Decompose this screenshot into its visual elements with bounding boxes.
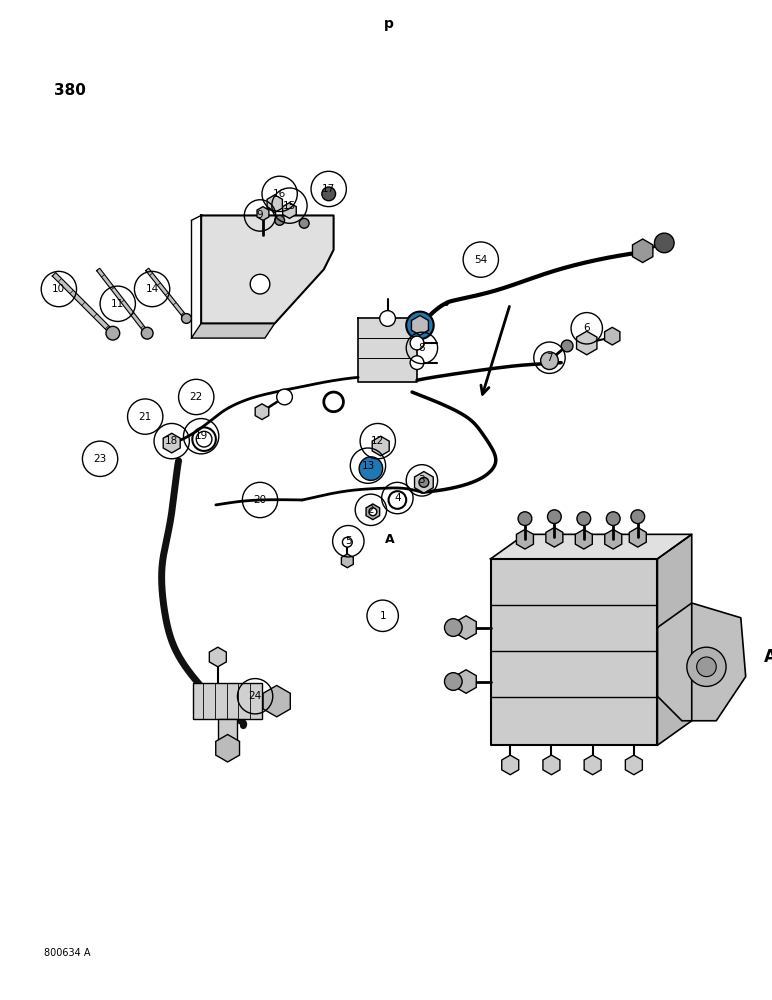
Circle shape	[300, 218, 309, 228]
Circle shape	[547, 510, 561, 524]
Circle shape	[276, 389, 293, 405]
Polygon shape	[215, 735, 239, 762]
Polygon shape	[516, 529, 533, 549]
Text: 17: 17	[322, 184, 335, 194]
Text: 18: 18	[165, 436, 178, 446]
Circle shape	[655, 233, 674, 253]
Text: 22: 22	[190, 392, 203, 402]
Text: 6: 6	[584, 323, 590, 333]
Circle shape	[577, 512, 591, 526]
Text: 3: 3	[418, 475, 425, 485]
Polygon shape	[267, 195, 283, 213]
Text: 15: 15	[283, 201, 296, 211]
Polygon shape	[543, 755, 560, 775]
Circle shape	[181, 314, 191, 323]
Polygon shape	[658, 603, 746, 721]
Circle shape	[343, 537, 352, 547]
Circle shape	[445, 673, 462, 690]
Text: 14: 14	[145, 284, 159, 294]
Circle shape	[445, 619, 462, 636]
Polygon shape	[575, 529, 592, 549]
Polygon shape	[372, 436, 389, 456]
Polygon shape	[584, 755, 601, 775]
Text: 11: 11	[111, 299, 124, 309]
Text: 20: 20	[253, 495, 266, 505]
Circle shape	[696, 657, 716, 677]
Polygon shape	[546, 527, 563, 547]
Text: 1: 1	[379, 611, 386, 621]
Polygon shape	[604, 327, 620, 345]
Polygon shape	[658, 534, 692, 745]
Polygon shape	[341, 554, 354, 568]
Text: 13: 13	[361, 461, 374, 471]
Polygon shape	[257, 207, 269, 220]
Circle shape	[369, 508, 377, 516]
Circle shape	[561, 340, 573, 352]
Text: 12: 12	[371, 436, 384, 446]
Text: 8: 8	[418, 343, 425, 353]
Polygon shape	[490, 534, 692, 559]
Polygon shape	[411, 316, 428, 335]
Text: 4: 4	[394, 493, 401, 503]
Circle shape	[380, 311, 395, 326]
Text: 380: 380	[54, 83, 86, 98]
Text: 9: 9	[257, 210, 263, 220]
Text: 19: 19	[195, 431, 208, 441]
Polygon shape	[201, 215, 334, 323]
Polygon shape	[283, 203, 296, 218]
Circle shape	[275, 215, 285, 225]
Circle shape	[406, 312, 434, 339]
Text: 2: 2	[367, 505, 374, 515]
Polygon shape	[256, 404, 269, 420]
Polygon shape	[604, 529, 621, 549]
Circle shape	[410, 356, 424, 370]
Text: 54: 54	[474, 255, 487, 265]
Text: 5: 5	[345, 536, 351, 546]
Circle shape	[196, 431, 212, 447]
Polygon shape	[415, 472, 433, 493]
Text: 16: 16	[273, 189, 286, 199]
Circle shape	[322, 187, 336, 201]
Circle shape	[359, 457, 383, 480]
Polygon shape	[209, 647, 226, 667]
Text: A: A	[764, 648, 772, 666]
Polygon shape	[632, 239, 653, 263]
Circle shape	[250, 274, 270, 294]
Polygon shape	[96, 268, 149, 334]
Circle shape	[410, 336, 424, 350]
Circle shape	[106, 326, 120, 340]
Text: A: A	[384, 533, 394, 546]
Polygon shape	[629, 527, 646, 547]
Text: 24: 24	[249, 691, 262, 701]
Circle shape	[540, 352, 558, 370]
Polygon shape	[263, 685, 290, 717]
Polygon shape	[146, 268, 188, 320]
Polygon shape	[366, 504, 380, 520]
Polygon shape	[163, 433, 180, 453]
Text: 23: 23	[93, 454, 107, 464]
Circle shape	[687, 647, 726, 686]
Text: 21: 21	[139, 412, 152, 422]
Circle shape	[419, 477, 428, 487]
FancyBboxPatch shape	[193, 683, 262, 719]
Polygon shape	[191, 323, 275, 338]
Circle shape	[631, 510, 645, 524]
Polygon shape	[456, 670, 476, 693]
Circle shape	[518, 512, 532, 526]
Polygon shape	[490, 559, 658, 745]
Polygon shape	[502, 755, 519, 775]
Polygon shape	[52, 273, 114, 335]
Text: 7: 7	[546, 353, 553, 363]
Polygon shape	[625, 755, 642, 775]
Text: p: p	[384, 17, 394, 31]
Circle shape	[606, 512, 620, 526]
FancyBboxPatch shape	[218, 719, 238, 743]
Circle shape	[363, 461, 379, 476]
Polygon shape	[456, 616, 476, 639]
Polygon shape	[358, 318, 417, 382]
Circle shape	[141, 327, 153, 339]
Text: 10: 10	[52, 284, 66, 294]
Text: 800634 A: 800634 A	[44, 948, 90, 958]
Polygon shape	[577, 331, 597, 355]
